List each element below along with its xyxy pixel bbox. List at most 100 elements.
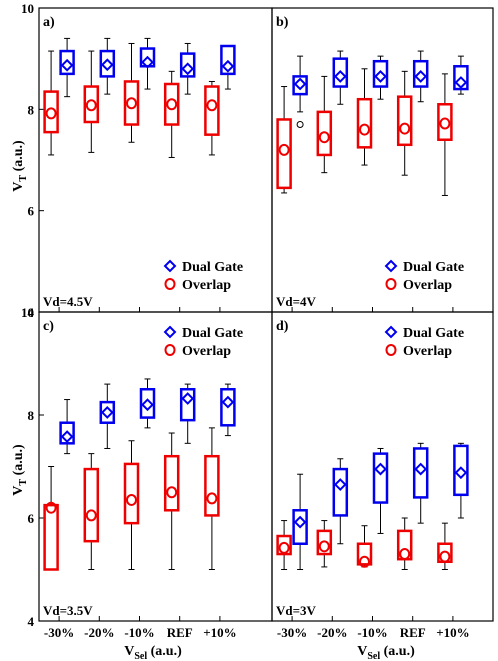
box-iqr bbox=[437, 103, 453, 141]
legend-item: Dual Gate bbox=[384, 325, 464, 341]
box-iqr bbox=[139, 388, 156, 419]
mean-marker-diamond bbox=[454, 76, 468, 89]
y-axis-label-sub: T bbox=[18, 175, 29, 182]
legend-marker-diamond bbox=[163, 259, 177, 273]
mean-marker-diamond bbox=[414, 462, 428, 476]
box-iqr bbox=[453, 444, 469, 497]
overlap-box bbox=[83, 50, 100, 153]
panel-group: 4 6 8 10 a) Vd=4.5V Dual Gate Overlap b) Vd=4V Dua… bbox=[21, 1, 494, 640]
dual-gate-box bbox=[220, 44, 236, 90]
panel-label: a) bbox=[43, 15, 55, 30]
outlier-point bbox=[296, 121, 304, 129]
mean-marker-circle bbox=[359, 555, 370, 568]
box-iqr bbox=[453, 65, 469, 91]
mean-marker-diamond bbox=[141, 398, 154, 412]
box-iqr bbox=[396, 95, 413, 147]
mean-marker-circle bbox=[85, 509, 97, 522]
legend-marker-diamond bbox=[384, 259, 398, 273]
box-iqr bbox=[163, 82, 180, 126]
dual-gate-box bbox=[292, 473, 308, 570]
box-iqr bbox=[59, 421, 75, 445]
y-tick-label: 4 bbox=[28, 305, 35, 320]
box-iqr bbox=[332, 467, 349, 517]
mean-marker-circle bbox=[206, 99, 218, 112]
overlap-box bbox=[43, 466, 59, 571]
box-iqr bbox=[276, 118, 292, 190]
y-axis-label-main: V bbox=[11, 486, 26, 496]
y-tick-label: 8 bbox=[28, 102, 35, 117]
legend-label: Dual Gate bbox=[182, 260, 243, 275]
box-iqr bbox=[99, 400, 116, 424]
dual-gate-box bbox=[412, 50, 429, 103]
y-axis-label-top: VT (a.u.) bbox=[11, 140, 29, 192]
box-iqr bbox=[316, 529, 333, 556]
box-iqr bbox=[372, 452, 389, 504]
legend-label: Overlap bbox=[403, 278, 452, 293]
mean-marker-diamond bbox=[374, 69, 387, 83]
legend-label: Dual Gate bbox=[403, 326, 464, 341]
legend-label: Overlap bbox=[403, 344, 452, 359]
box-iqr bbox=[204, 454, 220, 517]
panel-label: b) bbox=[276, 15, 289, 30]
overlap-box bbox=[316, 520, 333, 568]
overlap-box bbox=[276, 520, 292, 570]
mean-marker-diamond bbox=[60, 430, 74, 444]
mean-marker-circle bbox=[45, 501, 57, 514]
dual-gate-box bbox=[412, 442, 429, 524]
x-tick-label: +10% bbox=[203, 625, 236, 640]
mean-marker-circle bbox=[85, 99, 97, 112]
mean-marker-diamond bbox=[454, 466, 468, 480]
dual-gate-box bbox=[139, 37, 156, 90]
panel-label: d) bbox=[276, 319, 289, 334]
overlap-box bbox=[123, 42, 140, 143]
box-iqr bbox=[292, 75, 308, 96]
mean-marker-circle bbox=[278, 541, 290, 554]
y-tick-label: 6 bbox=[28, 511, 35, 526]
x-tick-label: +10% bbox=[436, 625, 469, 640]
mean-marker-diamond bbox=[374, 462, 387, 476]
y-tick-label: 10 bbox=[21, 305, 34, 320]
x-tick-label: -10% bbox=[124, 625, 154, 640]
box-iqr bbox=[412, 59, 429, 88]
legend-item: Overlap bbox=[164, 344, 231, 359]
dual-gate-box bbox=[292, 55, 308, 113]
box-iqr bbox=[179, 388, 196, 422]
overlap-box bbox=[123, 440, 140, 570]
mean-marker-circle bbox=[278, 143, 290, 156]
box-iqr bbox=[83, 85, 100, 124]
mean-marker-circle bbox=[126, 97, 137, 110]
box-iqr bbox=[123, 462, 140, 525]
mean-marker-circle bbox=[439, 117, 451, 130]
mean-marker-diamond bbox=[100, 406, 114, 419]
mean-marker-circle bbox=[439, 550, 451, 563]
legend-item: Dual Gate bbox=[163, 325, 243, 341]
y-axis-label-unit: (a.u.) bbox=[11, 140, 26, 175]
legend-marker-circle bbox=[164, 278, 176, 290]
legend-label: Dual Gate bbox=[403, 260, 464, 275]
mean-marker-diamond bbox=[181, 392, 195, 405]
x-tick-label: REF bbox=[400, 625, 426, 640]
mean-marker-diamond bbox=[60, 58, 74, 72]
mean-marker-circle bbox=[166, 98, 178, 111]
box-iqr bbox=[123, 80, 140, 126]
box-iqr bbox=[372, 59, 389, 88]
overlap-box bbox=[356, 525, 373, 568]
mean-marker-diamond bbox=[414, 69, 428, 83]
condition-label: Vd=4.5V bbox=[43, 294, 93, 309]
mean-marker-diamond bbox=[221, 395, 235, 409]
dual-gate-box bbox=[179, 42, 196, 95]
dual-gate-box bbox=[59, 399, 75, 455]
legend-item: Dual Gate bbox=[163, 259, 243, 275]
condition-label: Vd=3V bbox=[276, 603, 317, 618]
x-axis-label-main: V bbox=[124, 644, 134, 659]
x-axis-label-unit: (a.u.) bbox=[380, 644, 415, 659]
mean-marker-diamond bbox=[141, 55, 154, 69]
plot-frame bbox=[38, 311, 273, 622]
legend-marker-diamond bbox=[384, 325, 398, 339]
dual-gate-box bbox=[99, 37, 116, 95]
overlap-box bbox=[83, 453, 100, 570]
dual-gate-box bbox=[220, 383, 236, 437]
dual-gate-box bbox=[372, 447, 389, 534]
mean-marker-circle bbox=[45, 107, 57, 120]
dual-gate-box bbox=[332, 50, 349, 105]
